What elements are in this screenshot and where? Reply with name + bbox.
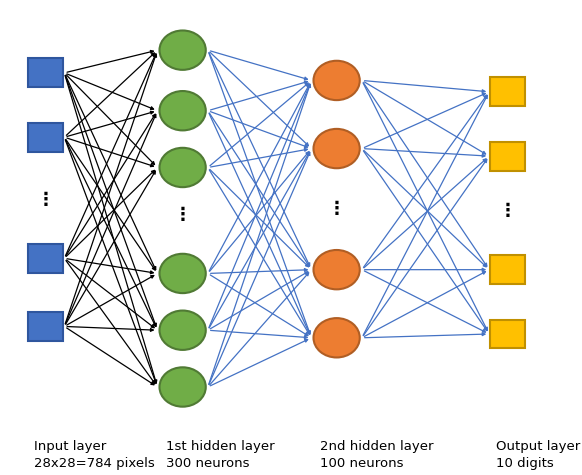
Text: ⋮: ⋮ <box>499 202 517 220</box>
Text: Input layer
28x28=784 pixels: Input layer 28x28=784 pixels <box>34 440 155 470</box>
Bar <box>29 244 63 273</box>
Ellipse shape <box>159 254 206 293</box>
Ellipse shape <box>159 148 206 187</box>
Bar <box>491 255 525 284</box>
Bar <box>29 312 63 341</box>
Text: 1st hidden layer
300 neurons: 1st hidden layer 300 neurons <box>165 440 274 470</box>
Ellipse shape <box>159 30 206 70</box>
Bar <box>491 77 525 106</box>
Ellipse shape <box>314 129 360 168</box>
Bar <box>491 142 525 171</box>
Ellipse shape <box>314 250 360 289</box>
Ellipse shape <box>159 91 206 131</box>
Text: ⋮: ⋮ <box>37 190 55 209</box>
Ellipse shape <box>159 367 206 407</box>
Ellipse shape <box>159 311 206 350</box>
Ellipse shape <box>314 61 360 100</box>
Text: 2nd hidden layer
100 neurons: 2nd hidden layer 100 neurons <box>320 440 433 470</box>
Text: ⋮: ⋮ <box>328 200 346 218</box>
Ellipse shape <box>314 318 360 358</box>
Bar <box>491 320 525 348</box>
Bar <box>29 58 63 87</box>
Bar <box>29 123 63 152</box>
Text: ⋮: ⋮ <box>173 206 191 224</box>
Text: Output layer
10 digits: Output layer 10 digits <box>496 440 581 470</box>
